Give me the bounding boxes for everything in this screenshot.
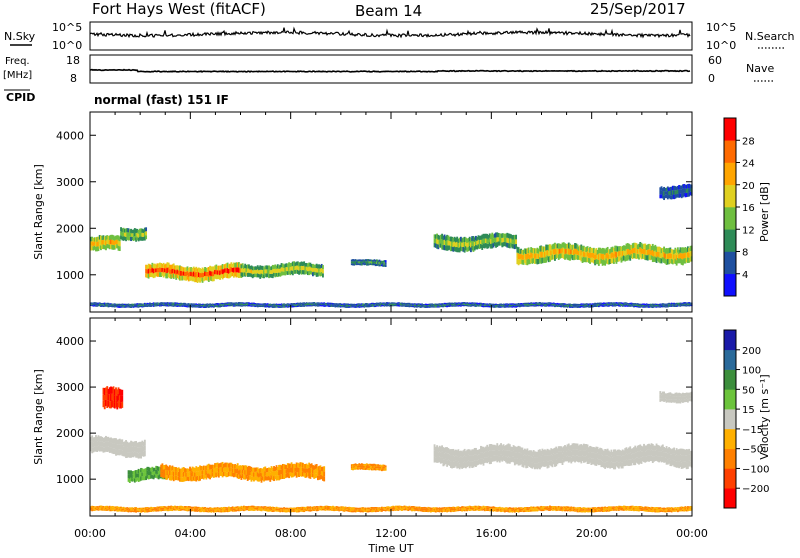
data-cell xyxy=(323,471,325,476)
velocity-data-layer xyxy=(90,386,693,513)
data-band xyxy=(90,435,146,459)
power-panel-frame xyxy=(90,112,692,312)
data-band xyxy=(103,386,124,409)
power-y-axis-label: Slant Range [km] xyxy=(32,164,45,260)
beam-label: Beam 14 xyxy=(355,2,422,20)
y-tick-label: 2000 xyxy=(56,222,84,235)
data-cell xyxy=(322,269,324,273)
radar-title: Fort Hays West (fitACF) xyxy=(92,0,266,18)
data-cell xyxy=(515,235,517,240)
freq-label-line2: [MHz] xyxy=(3,70,32,81)
data-cell xyxy=(385,262,387,264)
freq-trace xyxy=(90,70,690,72)
y-tick-label: 4000 xyxy=(56,129,84,142)
noise-sky-trace xyxy=(90,28,690,37)
power-x-ticks xyxy=(90,112,692,312)
data-cell xyxy=(385,260,387,262)
data-cell xyxy=(144,440,146,446)
data-cell xyxy=(323,476,325,481)
data-band xyxy=(351,463,387,471)
data-cell xyxy=(121,396,123,402)
data-cell xyxy=(121,390,123,396)
date-label: 25/Sep/2017 xyxy=(590,0,686,18)
data-cell xyxy=(144,451,146,457)
data-cell xyxy=(515,239,517,244)
data-band xyxy=(659,184,692,200)
data-band xyxy=(659,391,692,403)
data-band xyxy=(120,227,147,242)
data-band xyxy=(351,259,387,267)
power-panel: 1000 2000 3000 4000 Slant Range [km] xyxy=(32,112,693,312)
y-tick-label: 1000 xyxy=(56,269,84,282)
power-data-layer xyxy=(90,184,693,308)
data-cell xyxy=(385,465,387,467)
freq-left-tick-top: 18 xyxy=(66,54,80,67)
data-band xyxy=(145,262,242,283)
cpid-value: normal (fast) 151 IF xyxy=(94,93,229,107)
data-cell xyxy=(144,445,146,451)
data-cell xyxy=(145,235,147,239)
data-cell xyxy=(323,466,325,471)
noise-search-label: N.Search xyxy=(745,30,795,43)
data-band xyxy=(516,242,692,266)
cpid-label: CPID xyxy=(6,91,35,104)
data-cell xyxy=(322,273,324,277)
data-band xyxy=(160,462,325,483)
data-cell xyxy=(119,246,121,251)
data-band xyxy=(241,261,324,279)
data-cell xyxy=(385,469,387,471)
noise-sky-label: N.Sky xyxy=(4,30,36,43)
y-tick-label: 3000 xyxy=(56,176,84,189)
data-cell xyxy=(385,265,387,267)
freq-label-line1: Freq. xyxy=(5,56,30,67)
noise-left-tick-bottom: 10^0 xyxy=(52,39,82,52)
noise-left-tick-top: 10^5 xyxy=(52,21,82,34)
data-cell xyxy=(385,467,387,469)
noise-right-tick-bottom: 10^0 xyxy=(706,39,736,52)
data-band xyxy=(90,235,121,252)
data-band xyxy=(434,232,517,252)
data-cell xyxy=(145,231,147,235)
data-cell xyxy=(322,265,324,269)
noise-right-tick-top: 10^5 xyxy=(706,21,736,34)
data-band xyxy=(434,443,693,469)
nave-label: Nave xyxy=(746,62,774,75)
data-cell xyxy=(145,227,147,231)
freq-right-tick-top: 60 xyxy=(708,54,722,67)
freq-right-tick-bottom: 0 xyxy=(708,72,715,85)
data-cell xyxy=(121,402,123,408)
noise-panel: N.Sky 10^5 10^0 10^5 10^0 N.Search xyxy=(4,21,795,52)
data-cell xyxy=(119,241,121,246)
freq-left-tick-bottom: 8 xyxy=(70,72,77,85)
freq-panel: Freq. [MHz] 18 8 60 0 Nave xyxy=(3,54,774,85)
freq-panel-frame xyxy=(90,55,692,83)
